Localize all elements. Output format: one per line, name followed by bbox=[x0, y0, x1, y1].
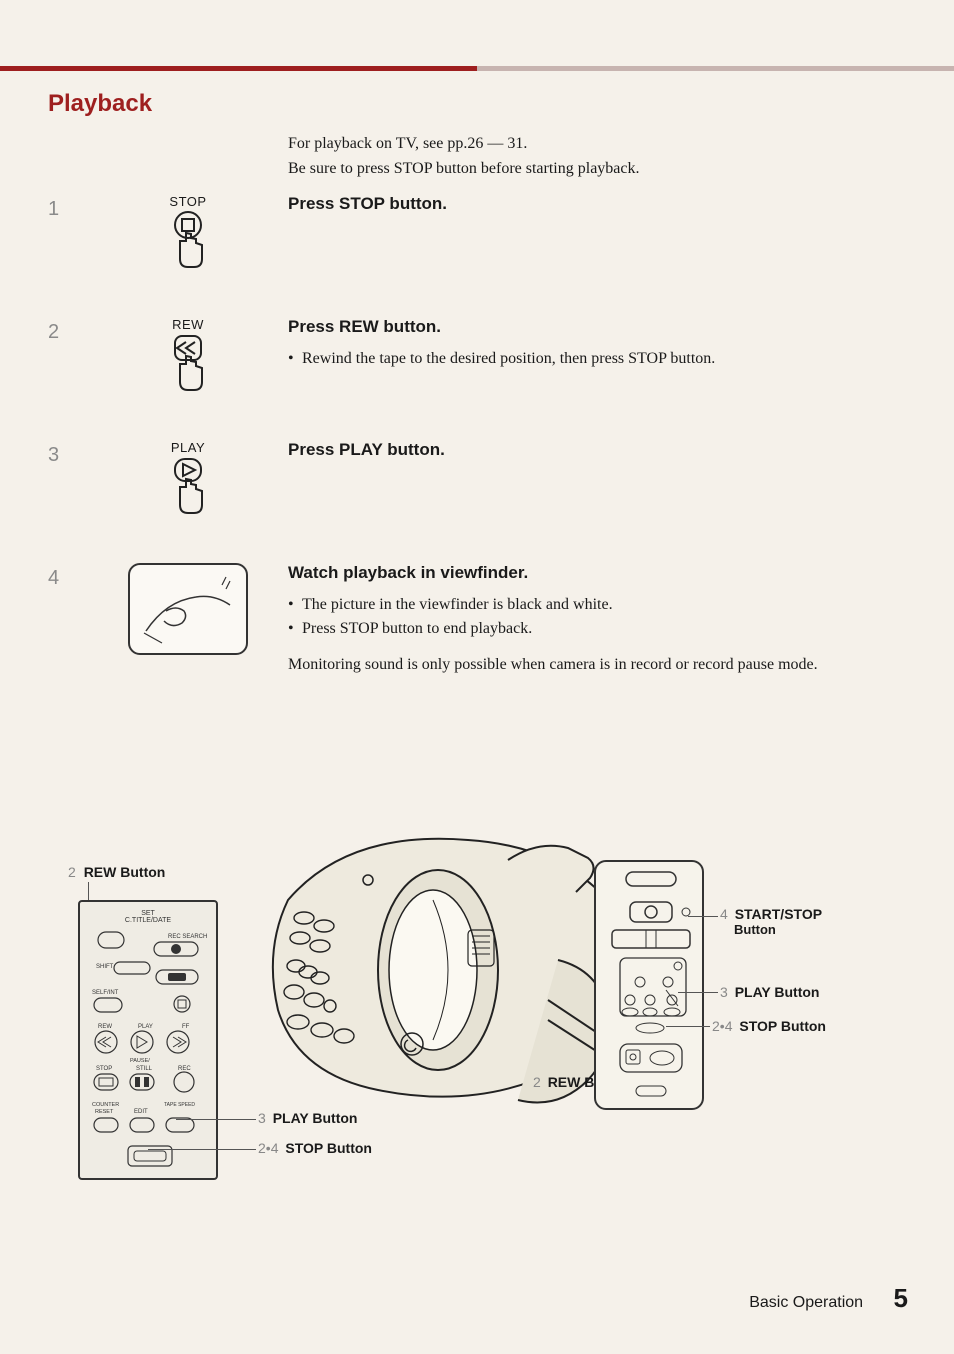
page-title: Playback bbox=[48, 90, 914, 118]
camera-back-panel-illustration bbox=[594, 860, 704, 1110]
step-text: Press STOP button. bbox=[288, 194, 914, 224]
svg-text:TAPE SPEED: TAPE SPEED bbox=[164, 1102, 195, 1108]
svg-text:SHIFT: SHIFT bbox=[96, 964, 114, 970]
leader-line bbox=[678, 992, 718, 993]
callout-stop-right: 2•4 STOP Button bbox=[712, 1018, 826, 1034]
callout-text: PLAY Button bbox=[735, 984, 820, 1000]
svg-text:SELF/INT: SELF/INT bbox=[92, 990, 119, 996]
callout-text: START/STOP bbox=[735, 906, 822, 922]
callout-play-left: 3 PLAY Button bbox=[258, 1110, 357, 1126]
step-text: Watch playback in viewfinder. The pictur… bbox=[288, 563, 914, 677]
svg-text:REC: REC bbox=[178, 1066, 191, 1072]
callout-text: STOP Button bbox=[285, 1140, 372, 1156]
leader-line bbox=[666, 1026, 710, 1027]
step-text: Press REW button. Rewind the tape to the… bbox=[288, 317, 914, 371]
svg-text:REW: REW bbox=[98, 1024, 112, 1030]
step-icon-label: STOP bbox=[88, 194, 288, 209]
step-note: Monitoring sound is only possible when c… bbox=[288, 653, 914, 677]
step-number: 4 bbox=[48, 563, 88, 590]
step-number: 3 bbox=[48, 440, 88, 467]
step-title: Press REW button. bbox=[288, 317, 914, 337]
svg-text:STOP: STOP bbox=[96, 1066, 112, 1072]
step-1: 1 STOP Press STOP button. bbox=[48, 194, 914, 279]
step-icon-col bbox=[88, 563, 288, 655]
step-text: Press PLAY button. bbox=[288, 440, 914, 470]
footer-section: Basic Operation bbox=[749, 1294, 863, 1311]
callout-num: 2•4 bbox=[258, 1140, 278, 1156]
footer-page-number: 5 bbox=[894, 1283, 908, 1313]
svg-text:RESET: RESET bbox=[95, 1109, 114, 1115]
svg-text:COUNTER: COUNTER bbox=[92, 1102, 119, 1108]
callout-num: 2 bbox=[68, 864, 76, 880]
callout-text: PLAY Button bbox=[273, 1110, 358, 1126]
svg-text:REC SEARCH: REC SEARCH bbox=[168, 934, 207, 940]
intro-text: For playback on TV, see pp.26 — 31. Be s… bbox=[288, 132, 914, 182]
step-4: 4 Watch playback in viewfinder. The pict… bbox=[48, 563, 914, 677]
step-number: 2 bbox=[48, 317, 88, 344]
stop-press-icon bbox=[164, 211, 212, 279]
callout-start-stop: 4 START/STOP Button bbox=[720, 906, 822, 937]
remote-control-illustration: SET C.TITLE/DATE REC SEARCH SHIFT SELF/I… bbox=[78, 900, 218, 1180]
svg-text:PLAY: PLAY bbox=[138, 1024, 153, 1030]
leader-line bbox=[688, 916, 718, 917]
play-press-icon bbox=[164, 457, 212, 525]
svg-text:STILL: STILL bbox=[136, 1066, 153, 1072]
page-footer: Basic Operation 5 bbox=[749, 1283, 908, 1314]
page-content: Playback For playback on TV, see pp.26 —… bbox=[0, 0, 954, 677]
leader-line bbox=[148, 1149, 256, 1150]
svg-text:PAUSE/: PAUSE/ bbox=[130, 1058, 150, 1064]
viewfinder-icon bbox=[128, 563, 248, 655]
svg-text:FF: FF bbox=[182, 1024, 190, 1030]
step-title: Press PLAY button. bbox=[288, 440, 914, 460]
callout-text: STOP Button bbox=[739, 1018, 826, 1034]
step-bullet: Rewind the tape to the desired position,… bbox=[288, 347, 914, 371]
step-number: 1 bbox=[48, 194, 88, 221]
diagram-area: 2 REW Button SET C.TITLE/DATE REC SEARCH… bbox=[48, 820, 914, 1250]
steps-list: 1 STOP Press STOP button. 2 REW bbox=[48, 194, 914, 677]
step-icon-col: STOP bbox=[88, 194, 288, 279]
callout-rew-left: 2 REW Button bbox=[68, 864, 165, 880]
step-3: 3 PLAY Press PLAY button. bbox=[48, 440, 914, 525]
step-icon-col: REW bbox=[88, 317, 288, 402]
callout-num: 3 bbox=[258, 1110, 266, 1126]
svg-text:EDIT: EDIT bbox=[134, 1109, 148, 1115]
callout-num: 3 bbox=[720, 984, 728, 1000]
step-icon-label: PLAY bbox=[88, 440, 288, 455]
intro-line-1: For playback on TV, see pp.26 — 31. bbox=[288, 132, 914, 157]
step-icon-label: REW bbox=[88, 317, 288, 332]
callout-stop-left: 2•4 STOP Button bbox=[258, 1140, 372, 1156]
leader-line bbox=[176, 1119, 256, 1120]
callout-subtext: Button bbox=[734, 922, 822, 937]
callout-num: 2 bbox=[533, 1074, 541, 1090]
remote-label: C.TITLE/DATE bbox=[90, 917, 206, 924]
remote-label: SET bbox=[90, 910, 206, 917]
callout-text: REW Button bbox=[84, 864, 166, 880]
step-title: Press STOP button. bbox=[288, 194, 914, 214]
step-bullet: Press STOP button to end playback. bbox=[288, 617, 914, 641]
step-icon-col: PLAY bbox=[88, 440, 288, 525]
step-2: 2 REW Press REW button. Rewind the tape … bbox=[48, 317, 914, 402]
callout-num: 4 bbox=[720, 906, 728, 922]
step-title: Watch playback in viewfinder. bbox=[288, 563, 914, 583]
callout-play-right: 3 PLAY Button bbox=[720, 984, 819, 1000]
callout-num: 2•4 bbox=[712, 1018, 732, 1034]
camcorder-illustration bbox=[248, 820, 648, 1140]
intro-line-2: Be sure to press STOP button before star… bbox=[288, 157, 914, 182]
rew-press-icon bbox=[164, 334, 212, 402]
step-bullet: The picture in the viewfinder is black a… bbox=[288, 593, 914, 617]
